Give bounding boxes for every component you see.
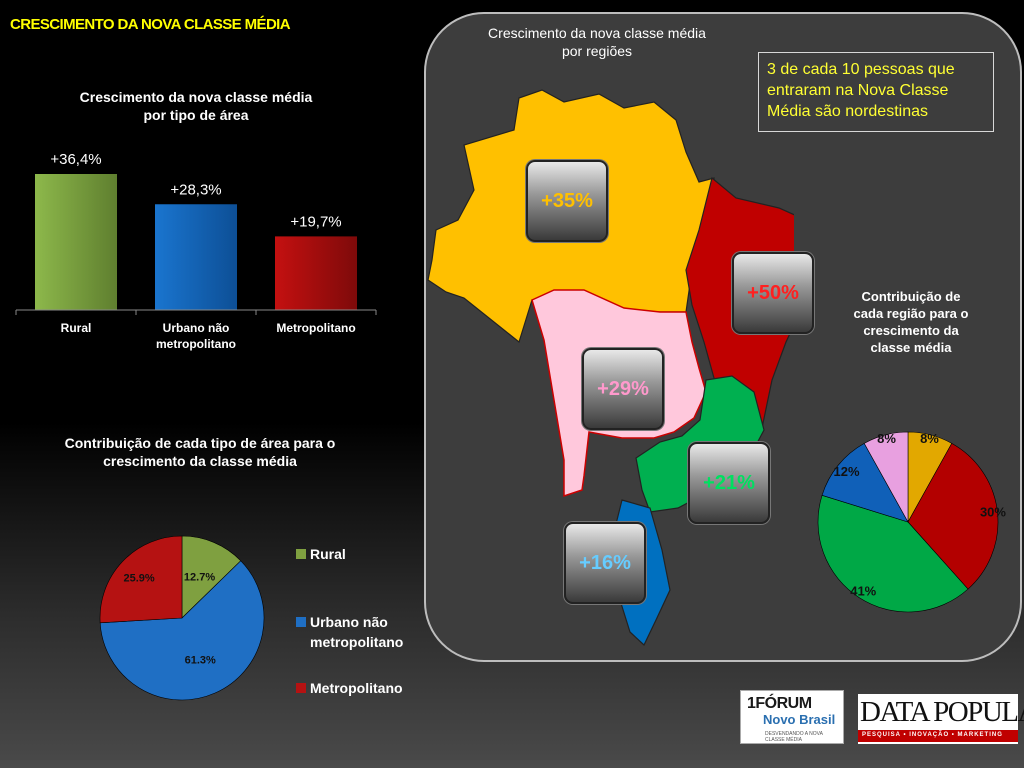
bar-data-label-1: +28,3% [170, 181, 221, 198]
area-pie-slice-0 [181, 535, 242, 619]
legend-swatch-urbano [296, 617, 306, 627]
bar-2 [275, 236, 357, 310]
forum-logo-tagline: DESVENDANDO A NOVA CLASSE MÉDIA [765, 731, 823, 743]
region-pie-slice-2 [817, 494, 969, 613]
area-pie-title-line2: crescimento da classe média [103, 453, 297, 469]
region-pie-data-label-3: 12% [834, 464, 860, 479]
bar-category-label-1: metropolitano [156, 337, 236, 351]
legend-label-urbano-line2: metropolitano [310, 634, 404, 650]
region-pie-slice-4 [863, 431, 909, 524]
map-title-line2: por regiões [561, 43, 633, 59]
legend-label-metropolitano: Metropolitano [310, 680, 403, 696]
area-pie-slice-1 [99, 560, 265, 701]
forum-logo-subtitle: Novo Brasil [763, 712, 836, 727]
region-pie-title: Contribuição de cada região para o cresc… [836, 288, 986, 356]
region-badge-4: +16% [564, 522, 646, 604]
forum-novo-brasil-logo: 1FÓRUM Novo Brasil DESVENDANDO A NOVA CL… [740, 690, 844, 744]
region-badge-3: +21% [688, 442, 770, 524]
region-pie-data-label-2: 41% [850, 584, 876, 599]
area-pie-title: Contribuição de cada tipo de área para o… [30, 434, 370, 470]
region-pie-data-label-4: 8% [877, 431, 896, 446]
bar-data-label-0: +36,4% [50, 151, 101, 168]
area-pie-data-label-0: 12.7% [184, 571, 215, 583]
area-pie-chart: 12.7% 61.3% 25.9% [99, 535, 265, 701]
area-pie-title-line1: Contribuição de cada tipo de área para o [64, 435, 336, 451]
area-pie-slice-2 [99, 535, 183, 624]
data-popular-logo: DATA POPULAR PESQUISA • INOVAÇÃO • MARKE… [858, 694, 1024, 744]
region-badge-0: +35% [526, 160, 608, 242]
bar-category-label-2: Metropolitano [276, 321, 355, 335]
nordeste-callout: 3 de cada 10 pessoas que entraram na Nov… [758, 52, 994, 132]
bar-category-label-0: Rural [61, 321, 92, 335]
legend-swatch-metropolitano [296, 683, 306, 693]
region-pie-title-line3: crescimento da [863, 323, 959, 338]
region-pie-slice-3 [821, 442, 909, 523]
bar-chart-title-line2: por tipo de área [143, 107, 249, 123]
region-pie-title-line4: classe média [870, 340, 952, 355]
region-pie-title-line2: cada região para o [853, 306, 969, 321]
region-badge-2: +29% [582, 348, 664, 430]
region-pie-chart: 8% 30% 41% 12% 8% [817, 431, 1006, 613]
legend-item-urbano: Urbano não metropolitano [310, 612, 403, 652]
region-pie-slice-1 [907, 442, 999, 590]
data-popular-tagline: PESQUISA • INOVAÇÃO • MARKETING [862, 732, 1003, 738]
area-pie-data-label-1: 61.3% [185, 654, 216, 666]
bar-1 [155, 204, 237, 310]
bar-0 [35, 174, 117, 310]
legend-swatch-rural [296, 549, 306, 559]
region-badge-1: +50% [732, 252, 814, 334]
bar-chart-title: Crescimento da nova classe média por tip… [46, 88, 346, 124]
map-title-line1: Crescimento da nova classe média [488, 25, 706, 41]
bar-data-label-2: +19,7% [290, 213, 341, 230]
bar-chart-title-line1: Crescimento da nova classe média [79, 89, 313, 105]
data-popular-name: DATA POPULAR [860, 696, 1024, 728]
region-pie-data-label-0: 8% [920, 431, 939, 446]
map-title: Crescimento da nova classe média por reg… [462, 24, 732, 60]
page-title: CRESCIMENTO DA NOVA CLASSE MÉDIA [10, 16, 291, 33]
bar-category-label-1: Urbano não [163, 321, 230, 335]
legend-item-metropolitano: Metropolitano [310, 678, 403, 698]
legend-item-rural: Rural [310, 544, 346, 564]
area-pie-data-label-2: 25.9% [123, 572, 154, 584]
bar-chart: +36,4% Rural +28,3% Urbano não metropolitano… [15, 151, 377, 351]
region-pie-title-line1: Contribuição de [861, 289, 961, 304]
legend-label-rural: Rural [310, 546, 346, 562]
legend-label-urbano-line1: Urbano não [310, 614, 388, 630]
region-pie-data-label-1: 30% [980, 505, 1006, 520]
forum-logo-name: 1FÓRUM [747, 695, 812, 712]
